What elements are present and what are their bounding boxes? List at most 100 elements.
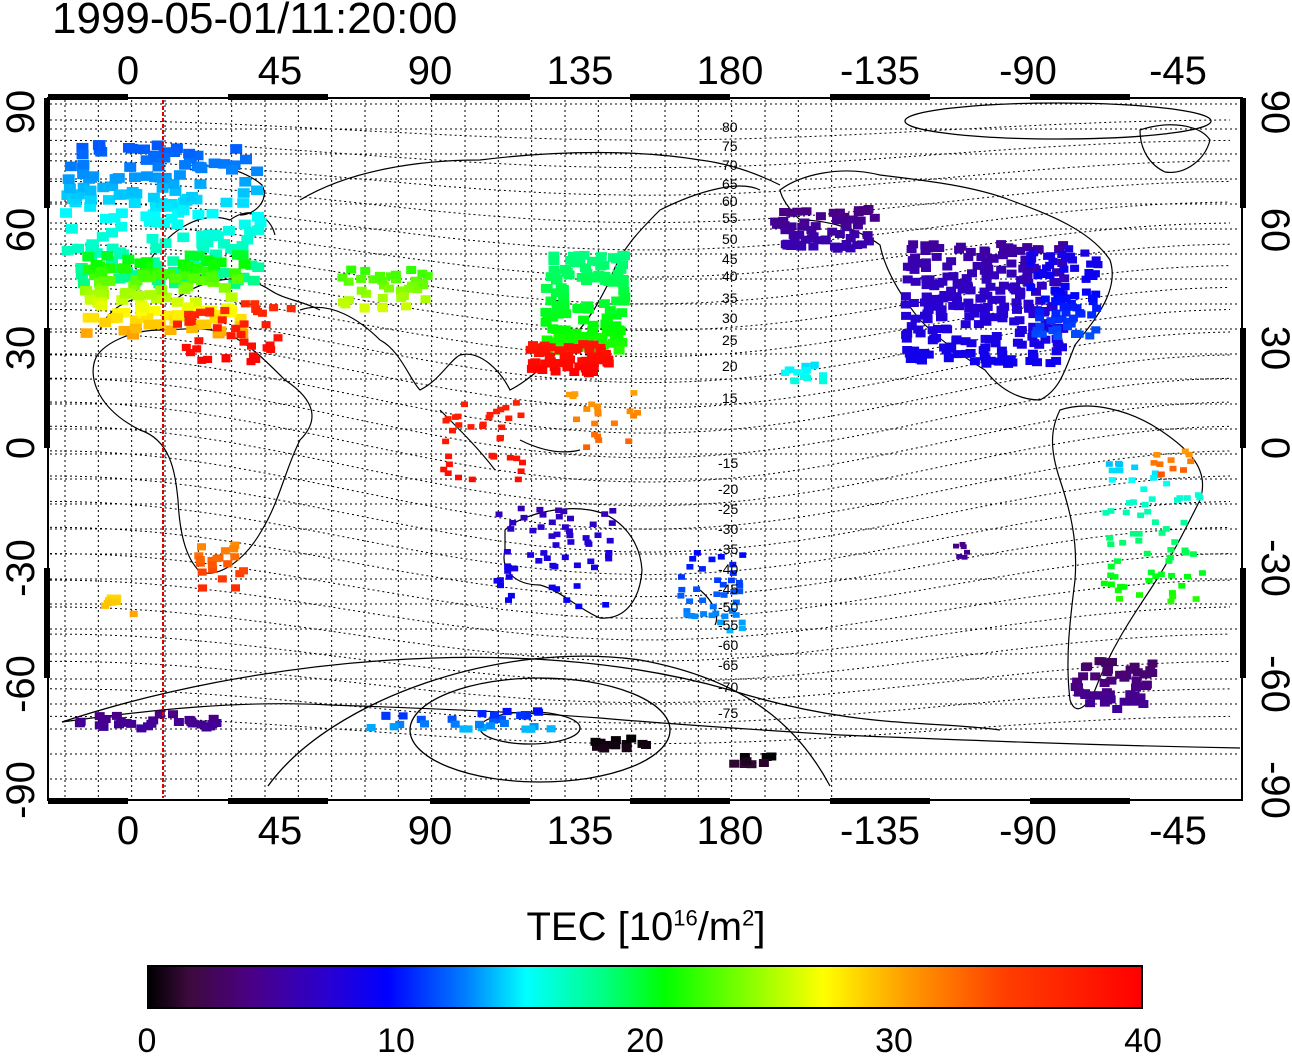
tec-cell xyxy=(246,358,256,366)
tec-cell xyxy=(984,335,995,344)
tec-cell xyxy=(952,350,963,359)
tec-cell xyxy=(116,295,129,305)
tec-cell xyxy=(979,308,990,317)
tec-cell xyxy=(100,276,113,286)
tec-cell xyxy=(594,408,602,415)
tec-cell xyxy=(192,345,202,353)
tec-cell xyxy=(790,377,799,384)
tec-data-cells xyxy=(60,140,1206,769)
right-axis-label: 90 xyxy=(1253,90,1292,135)
tec-cell xyxy=(111,711,122,720)
tec-cell xyxy=(708,612,716,619)
tec-cell xyxy=(555,507,563,514)
tec-cell xyxy=(209,314,222,324)
tec-cell xyxy=(137,270,150,280)
coast-australia xyxy=(503,508,643,619)
tec-cell xyxy=(820,235,831,244)
tec-cell xyxy=(153,278,166,289)
tec-cell xyxy=(1107,563,1115,570)
tec-cell xyxy=(596,347,606,356)
tec-cell xyxy=(455,422,463,428)
left-axis-label: 0 xyxy=(0,437,43,459)
tec-cell xyxy=(982,303,993,311)
tec-cell xyxy=(554,335,566,345)
tec-cell xyxy=(420,295,431,304)
tec-cell xyxy=(960,337,971,346)
tec-cell xyxy=(575,603,583,610)
tec-cell xyxy=(598,299,610,308)
tec-cell xyxy=(236,241,249,251)
tec-cell xyxy=(147,192,160,203)
coast-north-america xyxy=(779,170,1113,401)
tec-cell xyxy=(1046,303,1057,312)
contour-label: 35 xyxy=(722,290,738,306)
tec-cell xyxy=(583,369,594,378)
tec-cell xyxy=(516,711,526,720)
tec-cell xyxy=(184,310,194,318)
tec-cell xyxy=(229,545,239,553)
tec-map: 8075706560555045403530252015-15-20-25-30… xyxy=(0,49,1292,853)
tec-cell xyxy=(1045,261,1055,269)
top-axis-label: 45 xyxy=(258,49,303,93)
tec-cell xyxy=(947,293,958,302)
tec-cell xyxy=(468,476,476,483)
tec-cell xyxy=(84,295,97,305)
tec-cell xyxy=(933,300,944,309)
tec-cell xyxy=(128,280,141,291)
tec-cell xyxy=(1107,658,1117,666)
tec-cell xyxy=(502,707,512,716)
colorbar-tick-30: 30 xyxy=(875,1022,913,1060)
tec-cell xyxy=(196,239,209,249)
tec-cell xyxy=(169,186,182,196)
tec-cell xyxy=(928,240,939,249)
tec-cell xyxy=(931,333,942,342)
tec-cell xyxy=(112,308,125,318)
tec-cell xyxy=(1152,573,1160,579)
tec-cell xyxy=(196,308,205,316)
tec-cell xyxy=(490,454,498,460)
tec-cell xyxy=(449,427,456,434)
tec-cell xyxy=(583,444,591,450)
tec-cell xyxy=(343,277,354,286)
tec-cell xyxy=(1022,243,1033,252)
tec-cell xyxy=(100,213,112,224)
tec-cell xyxy=(231,584,240,592)
tec-cell xyxy=(486,411,494,418)
tec-cell xyxy=(1035,296,1046,305)
tec-cell xyxy=(761,753,772,761)
right-axis-label: -30 xyxy=(1253,539,1292,597)
tec-cell xyxy=(169,273,182,284)
tec-cell xyxy=(171,219,184,229)
tec-cell xyxy=(416,715,426,723)
tec-cell xyxy=(1064,245,1074,253)
tec-cell xyxy=(908,240,919,249)
left-axis-label: -90 xyxy=(0,761,43,819)
tec-cell xyxy=(1131,676,1142,685)
tec-cell xyxy=(621,744,632,753)
tec-cell xyxy=(1129,531,1137,537)
tec-cell xyxy=(186,349,195,357)
tec-cell xyxy=(192,209,205,220)
tec-cell xyxy=(987,295,998,304)
tec-cell xyxy=(621,740,632,748)
tec-cell xyxy=(678,586,686,593)
tec-cell xyxy=(520,514,528,521)
tec-cell xyxy=(1024,263,1034,272)
tec-cell xyxy=(942,272,953,281)
tec-cell xyxy=(948,272,959,281)
tec-cell xyxy=(982,260,993,269)
tec-cell xyxy=(626,408,634,415)
tec-cell xyxy=(445,453,453,460)
tec-cell xyxy=(84,194,97,205)
tec-cell xyxy=(183,153,196,164)
tec-cell xyxy=(961,274,972,283)
tec-cell xyxy=(1062,323,1072,331)
tec-cell xyxy=(1122,509,1130,516)
tec-cell xyxy=(677,593,685,599)
tec-cell xyxy=(197,356,207,364)
tec-cell xyxy=(150,294,163,304)
tec-cell xyxy=(194,179,207,189)
colorbar-title: TEC [1016/m2] xyxy=(526,905,766,949)
tec-cell xyxy=(1148,496,1156,502)
tec-cell xyxy=(1094,657,1105,666)
